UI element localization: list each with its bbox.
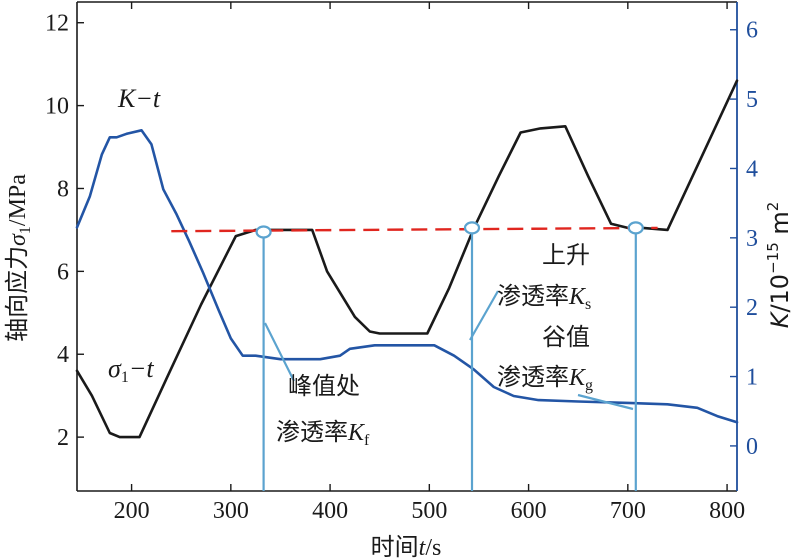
x-tick-label: 500 — [411, 498, 447, 524]
x-tick-label: 600 — [511, 498, 547, 524]
leader-valley-diagonal — [577, 393, 634, 411]
y-right-label-sq: 2 — [764, 202, 782, 212]
x-tick-label: 800 — [709, 498, 745, 524]
rise-line2-sub: s — [585, 296, 591, 313]
sigma-label-rest: −t — [129, 354, 155, 383]
peak-line2-cn: 渗透率 — [276, 418, 348, 446]
peak-line2-var: K — [347, 420, 366, 446]
y-left-tick-label: 12 — [45, 11, 69, 37]
annotation-valley-line2: 渗透率Kg — [497, 363, 593, 394]
valley-line2-cn: 渗透率 — [497, 363, 569, 391]
y-left-label-sub: 1 — [17, 226, 34, 234]
svg-text:轴向应力σ1/MPa: 轴向应力σ1/MPa — [3, 174, 34, 342]
y-right-tick-label: 1 — [746, 365, 758, 391]
annotation-rise-line1: 上升 — [542, 241, 590, 269]
x-axis-label: 时间t/s — [371, 533, 442, 560]
y-right-label-exp: −15 — [764, 242, 782, 274]
y-right-axis-label: K/10−15 m2 — [764, 202, 794, 329]
marker-circle — [255, 225, 272, 239]
annotation-rise-line2: 渗透率Ks — [497, 282, 591, 313]
x-tick-label: 300 — [213, 498, 249, 524]
x-tick-label: 700 — [610, 498, 646, 524]
x-tick-label: 200 — [114, 498, 150, 524]
y-right-tick-label: 3 — [746, 226, 758, 252]
y-left-label-unit: /MPa — [5, 174, 31, 226]
y-right-label-mid: /10 — [766, 274, 794, 313]
valley-line2-sub: g — [585, 377, 593, 394]
svg-text:K/10−15 m2: K/10−15 m2 — [764, 202, 794, 329]
valley-line2-var: K — [568, 365, 587, 391]
sigma-label-sub: 1 — [121, 369, 129, 386]
y-right-tick-label: 5 — [746, 87, 758, 113]
reference-dashed-line — [171, 226, 658, 233]
rise-line2-cn: 渗透率 — [497, 282, 569, 310]
y-left-tick-label: 4 — [57, 342, 69, 368]
series-layer — [75, 79, 739, 439]
y-left-tick-label: 8 — [57, 176, 69, 202]
y-right-tick-label: 0 — [746, 434, 758, 460]
x-axis-label-prefix: 时间 — [371, 533, 419, 560]
y-left-axis-label: 轴向应力σ1/MPa — [3, 174, 34, 342]
annotation-peak-line2: 渗透率Kf — [276, 418, 370, 449]
leader-rise-diagonal — [469, 290, 499, 341]
y-left-tick-label: 2 — [57, 425, 69, 451]
k-curve-label: K−t — [117, 84, 161, 113]
leader-peak-diagonal — [264, 322, 295, 382]
x-axis-label-var: t — [419, 535, 427, 560]
marker-layer — [255, 221, 644, 239]
marker-circle — [627, 221, 644, 235]
y-left-tick-label: 10 — [45, 94, 69, 120]
sigma-label-var: σ — [108, 354, 122, 383]
sigma-curve-label: σ1−t — [108, 354, 154, 386]
x-tick-label: 400 — [312, 498, 348, 524]
rise-line2-var: K — [568, 284, 587, 310]
y-left-label-var: σ — [5, 233, 31, 246]
y-left-tick-label: 6 — [57, 259, 69, 285]
y-left-label-prefix: 轴向应力 — [3, 246, 31, 342]
peak-line2-sub: f — [364, 432, 370, 449]
y-right-label-unit: m — [766, 211, 794, 242]
plot-frame — [76, 1, 738, 492]
y-right-tick-label: 2 — [746, 295, 758, 321]
annotation-peak-line1: 峰值处 — [288, 372, 360, 400]
y-right-tick-label: 4 — [746, 156, 758, 182]
x-axis-label-unit: /s — [425, 535, 441, 560]
y-right-label-var: K — [766, 310, 794, 328]
y-right-tick-label: 6 — [746, 18, 758, 44]
marker-circle — [463, 221, 481, 235]
sigma-series-line — [75, 79, 739, 439]
k-series-line — [75, 129, 739, 424]
annotation-valley-line1: 谷值 — [542, 323, 590, 351]
pointer-layer — [262, 233, 637, 491]
